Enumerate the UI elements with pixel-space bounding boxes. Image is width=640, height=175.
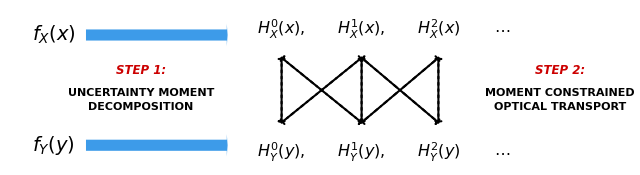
Text: $H_Y^1(y),$: $H_Y^1(y),$ [337, 141, 386, 164]
Text: STEP 2:: STEP 2: [535, 64, 585, 76]
Text: MOMENT CONSTRAINED
OPTICAL TRANSPORT: MOMENT CONSTRAINED OPTICAL TRANSPORT [485, 88, 635, 112]
Text: $H_X^0(x),$: $H_X^0(x),$ [257, 18, 306, 41]
Text: $H_X^1(x),$: $H_X^1(x),$ [337, 18, 386, 41]
Text: $\cdots$: $\cdots$ [494, 144, 511, 161]
Text: UNCERTAINTY MOMENT
DECOMPOSITION: UNCERTAINTY MOMENT DECOMPOSITION [68, 88, 214, 112]
Text: $f_X(x)$: $f_X(x)$ [32, 24, 76, 46]
Text: $\cdots$: $\cdots$ [494, 21, 511, 38]
Text: $H_Y^2(y)$: $H_Y^2(y)$ [417, 141, 460, 164]
Text: $H_Y^0(y),$: $H_Y^0(y),$ [257, 141, 306, 164]
Text: $H_X^2(x)$: $H_X^2(x)$ [417, 18, 460, 41]
Text: $f_Y(y)$: $f_Y(y)$ [32, 134, 75, 157]
Text: STEP 1:: STEP 1: [116, 64, 166, 76]
